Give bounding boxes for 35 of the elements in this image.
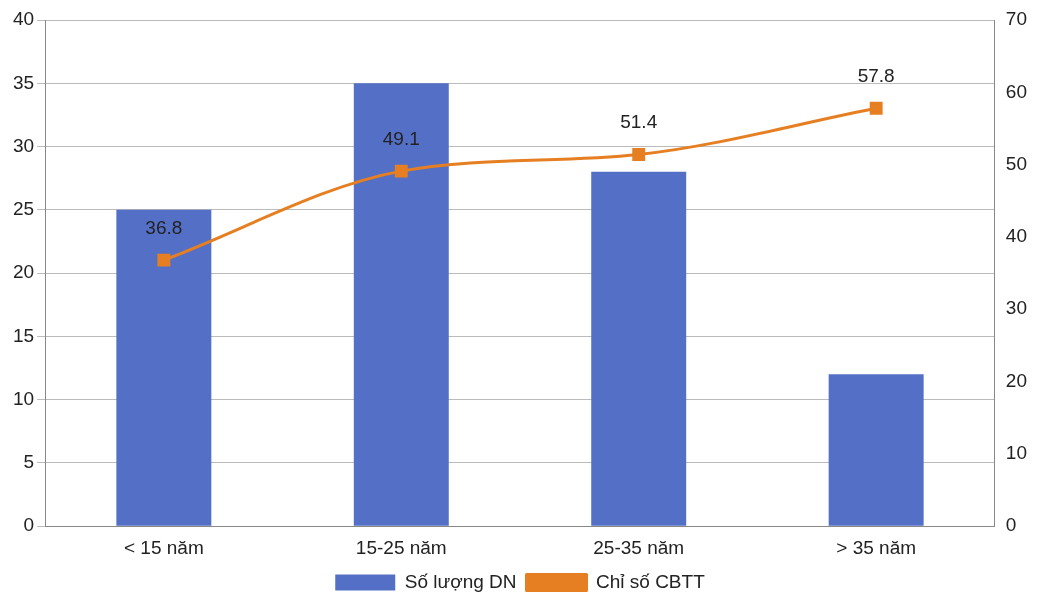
bar	[591, 171, 687, 526]
legend-label: Chỉ số CBTT	[596, 570, 706, 592]
point	[632, 148, 646, 161]
y2-tick-label: 10	[1005, 442, 1028, 464]
point	[157, 253, 171, 267]
y2-tick-label: 40	[1005, 225, 1028, 247]
x-tick-label: 25-35 năm	[593, 536, 685, 558]
y2-tick-label: 70	[1005, 8, 1028, 30]
bar	[353, 83, 449, 526]
y-tick-label: 20	[12, 261, 35, 283]
y-tick-label: 0	[23, 514, 35, 536]
y-tick-label: 40	[12, 8, 35, 30]
y2-tick-label: 20	[1005, 369, 1028, 391]
y-tick-label: 5	[23, 451, 35, 473]
bar	[116, 209, 212, 526]
y-tick-label: 30	[12, 134, 35, 156]
data-label: 51.4	[620, 111, 658, 133]
y2-tick-label: 30	[1005, 297, 1028, 319]
y-tick-label: 15	[12, 324, 35, 346]
y-tick-label: 25	[12, 198, 35, 220]
bar	[828, 374, 924, 526]
x-tick-label: > 35 năm	[836, 536, 917, 558]
data-label: 57.8	[857, 64, 895, 86]
y2-tick-label: 0	[1005, 514, 1017, 536]
data-label: 49.1	[382, 127, 420, 149]
x-tick-label: 15-25 năm	[355, 536, 447, 558]
data-label: 36.8	[145, 216, 183, 238]
y-tick-label: 10	[12, 387, 35, 409]
point	[869, 101, 883, 115]
y2-tick-label: 60	[1005, 80, 1028, 102]
legend-label: Số lượng DN	[404, 570, 517, 592]
point	[394, 164, 408, 178]
x-tick-label: < 15 năm	[123, 536, 204, 558]
y-tick-label: 35	[12, 71, 35, 93]
y2-tick-label: 50	[1005, 152, 1028, 174]
